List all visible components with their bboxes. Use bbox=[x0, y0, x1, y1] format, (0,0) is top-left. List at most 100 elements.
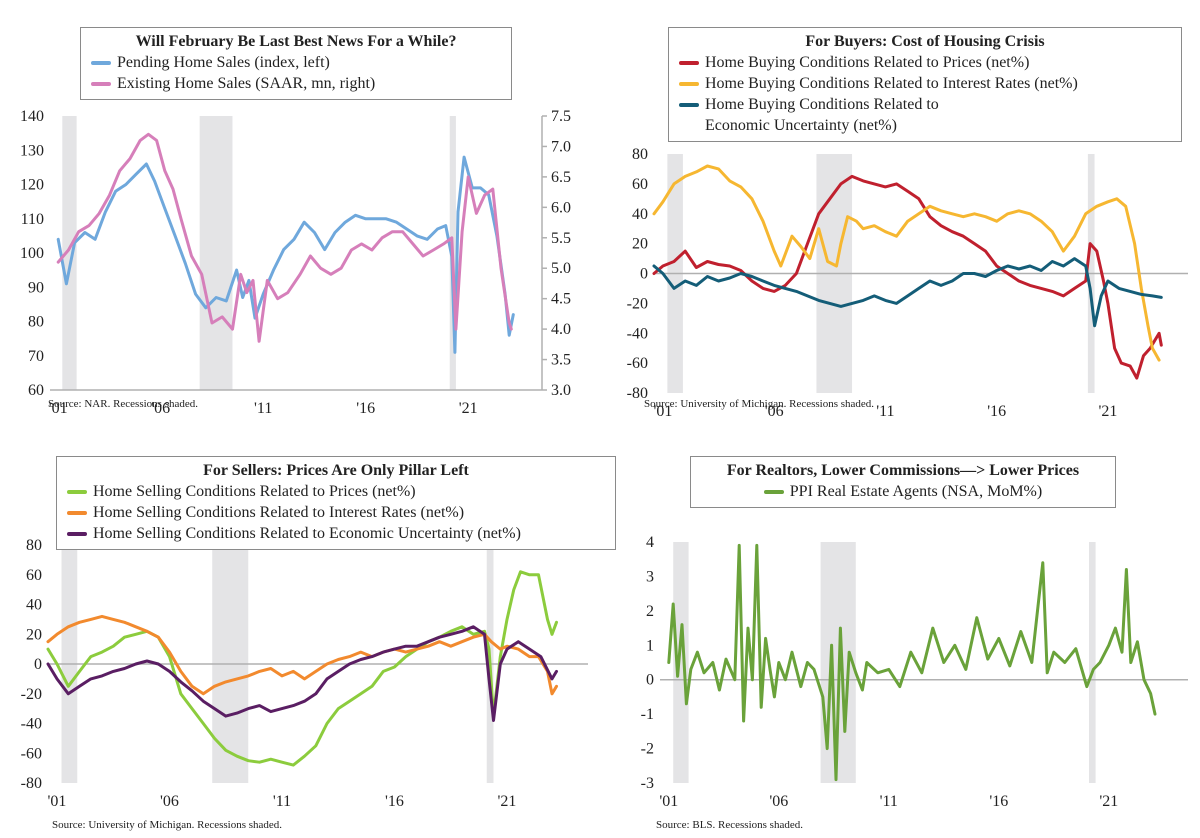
chart-panel-buyers: 80 60 40 20 0 -20 -40 -60 -80 '01 '06 '11 '16 '21 For… bbox=[600, 0, 1200, 419]
chart-title: For Buyers: Cost of Housing Crisis bbox=[805, 33, 1045, 50]
y-tick-label: -20 bbox=[627, 295, 648, 312]
legend-swatch-rates bbox=[679, 82, 699, 86]
x-tick-label: '06 bbox=[765, 403, 784, 419]
series-line-orange bbox=[46, 614, 558, 696]
x-tick-label: '21 bbox=[1098, 403, 1117, 419]
legend-item-prices: Home Buying Conditions Related to Prices… bbox=[679, 52, 1171, 73]
series-line-yellow bbox=[652, 164, 1161, 362]
y-tick-label: 60 bbox=[28, 382, 44, 399]
y-tick-label: 140 bbox=[20, 108, 44, 125]
x-tick-label: '01 bbox=[659, 793, 678, 810]
chart-panel-home-sales: 140 130 120 110 100 90 80 70 60 7.5 7.0 6.5 6.0 5.5 5.… bbox=[0, 0, 600, 419]
legend-sellers: For Sellers: Prices Are Only Pillar Left… bbox=[56, 456, 616, 550]
recession-band bbox=[1089, 542, 1096, 783]
y-tick-label: -2 bbox=[641, 741, 654, 758]
legend-label: Home Buying Conditions Related to Prices… bbox=[705, 54, 1030, 71]
y-tick-label: 0 bbox=[34, 656, 42, 673]
legend-swatch-pending bbox=[91, 61, 111, 65]
legend-item-pending: Pending Home Sales (index, left) bbox=[91, 52, 501, 73]
legend-label: PPI Real Estate Agents (NSA, MoM%) bbox=[789, 483, 1043, 500]
y-tick-label: 4 bbox=[646, 534, 654, 551]
x-tick-label: '21 bbox=[498, 793, 517, 810]
legend-item-existing: Existing Home Sales (SAAR, mn, right) bbox=[91, 73, 501, 94]
recession-band bbox=[62, 116, 77, 390]
legend-swatch-prices bbox=[67, 490, 87, 494]
y2-tick-label: 4.5 bbox=[551, 291, 571, 308]
y-tick-label: 40 bbox=[26, 597, 42, 614]
legend-label: Home Buying Conditions Related to Intere… bbox=[705, 75, 1078, 92]
legend-item-uncertainty: Home Selling Conditions Related to Econo… bbox=[67, 523, 605, 544]
x-tick-label: '01 bbox=[653, 403, 672, 419]
x-tick-label: '11 bbox=[880, 793, 898, 810]
legend-swatch-existing bbox=[91, 82, 111, 86]
legend-label: Home Buying Conditions Related to Econom… bbox=[705, 96, 939, 134]
y-tick-label: 70 bbox=[28, 348, 44, 365]
y2-tick-label: 3.0 bbox=[551, 382, 571, 399]
legend-label: Home Selling Conditions Related to Inter… bbox=[93, 504, 465, 521]
legend-swatch-prices bbox=[679, 61, 699, 65]
legend-item-uncertainty: Home Buying Conditions Related to Econom… bbox=[679, 94, 1171, 136]
y2-tick-label: 6.0 bbox=[551, 199, 571, 216]
source-note: Source: BLS. Recessions shaded. bbox=[656, 819, 803, 831]
legend-swatch-uncertainty bbox=[67, 532, 87, 536]
y-tick-label: 80 bbox=[28, 314, 44, 331]
legend-label: Home Selling Conditions Related to Econo… bbox=[93, 525, 521, 542]
y-tick-label: -60 bbox=[627, 355, 648, 372]
legend-buyers: For Buyers: Cost of Housing Crisis Home … bbox=[668, 27, 1182, 142]
recession-band bbox=[199, 116, 233, 390]
chart-title: For Sellers: Prices Are Only Pillar Left bbox=[203, 462, 469, 479]
chart-title: Will February Be Last Best News For a Wh… bbox=[135, 33, 457, 50]
legend-item-rates: Home Selling Conditions Related to Inter… bbox=[67, 502, 605, 523]
y-tick-label: 120 bbox=[20, 177, 44, 194]
x-tick-label: '11 bbox=[273, 793, 291, 810]
y-tick-label: -3 bbox=[641, 775, 654, 792]
series-line-teal bbox=[652, 257, 1163, 328]
chart-title: For Realtors, Lower Commissions—> Lower … bbox=[726, 462, 1080, 479]
legend-swatch-ppi bbox=[763, 490, 784, 494]
source-note: Source: University of Michigan. Recessio… bbox=[52, 819, 283, 831]
y-tick-label: 40 bbox=[632, 206, 648, 223]
y-tick-label: 0 bbox=[646, 672, 654, 689]
chart-svg-buyers: 80 60 40 20 0 -20 -40 -60 -80 '01 '06 '11 '16 '21 bbox=[627, 146, 1188, 419]
y2-tick-label: 5.5 bbox=[551, 230, 571, 247]
chart-panel-realtors: 4 3 2 1 0 -1 -2 -3 '01 '06 '11 '16 '21 For Realtors,… bbox=[600, 419, 1200, 838]
x-tick-label: '06 bbox=[160, 793, 179, 810]
y-tick-label: 1 bbox=[646, 637, 654, 654]
y-tick-label: 2 bbox=[646, 603, 654, 620]
series-line-existing bbox=[56, 132, 513, 343]
y2-tick-label: 7.0 bbox=[551, 138, 571, 155]
legend-swatch-rates bbox=[67, 511, 87, 515]
y-tick-label: 3 bbox=[646, 568, 654, 585]
x-tick-label: '06 bbox=[769, 793, 788, 810]
x-tick-label: '11 bbox=[876, 403, 894, 419]
chart-svg-home-sales: 140 130 120 110 100 90 80 70 60 7.5 7.0 6.5 6.0 5.5 5.… bbox=[20, 108, 571, 417]
chart-svg-sellers: 80 60 40 20 0 -20 -40 -60 -80 '01 '06 '11 '16 '21 bbox=[21, 537, 588, 810]
y-tick-label: -40 bbox=[21, 716, 42, 733]
series-line-pending bbox=[56, 155, 515, 354]
y-tick-label: -1 bbox=[641, 706, 654, 723]
y-tick-label: 20 bbox=[632, 236, 648, 253]
y-tick-label: 110 bbox=[21, 211, 44, 228]
y-tick-label: 100 bbox=[20, 245, 44, 262]
legend-label: Pending Home Sales (index, left) bbox=[117, 54, 330, 71]
x-tick-label: '01 bbox=[48, 793, 67, 810]
y-tick-label: 80 bbox=[26, 537, 42, 554]
y-tick-label: 0 bbox=[640, 266, 648, 283]
legend-swatch-uncertainty bbox=[679, 103, 699, 107]
chart-svg-realtors: 4 3 2 1 0 -1 -2 -3 '01 '06 '11 '16 '21 bbox=[641, 534, 1188, 810]
y2-tick-label: 6.5 bbox=[551, 169, 571, 186]
y-tick-label: 130 bbox=[20, 142, 44, 159]
y2-tick-label: 7.5 bbox=[551, 108, 571, 125]
y2-tick-label: 3.5 bbox=[551, 352, 571, 369]
legend-label: Existing Home Sales (SAAR, mn, right) bbox=[117, 75, 376, 92]
y-tick-label: -40 bbox=[627, 325, 648, 342]
legend-item-rates: Home Buying Conditions Related to Intere… bbox=[679, 73, 1171, 94]
y-tick-label: -20 bbox=[21, 686, 42, 703]
recession-band bbox=[673, 542, 689, 783]
x-tick-label: '11 bbox=[254, 400, 272, 417]
series-line-ppi bbox=[667, 543, 1157, 782]
legend-item-ppi: PPI Real Estate Agents (NSA, MoM%) bbox=[701, 481, 1105, 502]
source-note: Source: NAR. Recessions shaded. bbox=[48, 398, 199, 410]
x-tick-label: '21 bbox=[459, 400, 478, 417]
x-tick-label: '01 bbox=[49, 400, 68, 417]
